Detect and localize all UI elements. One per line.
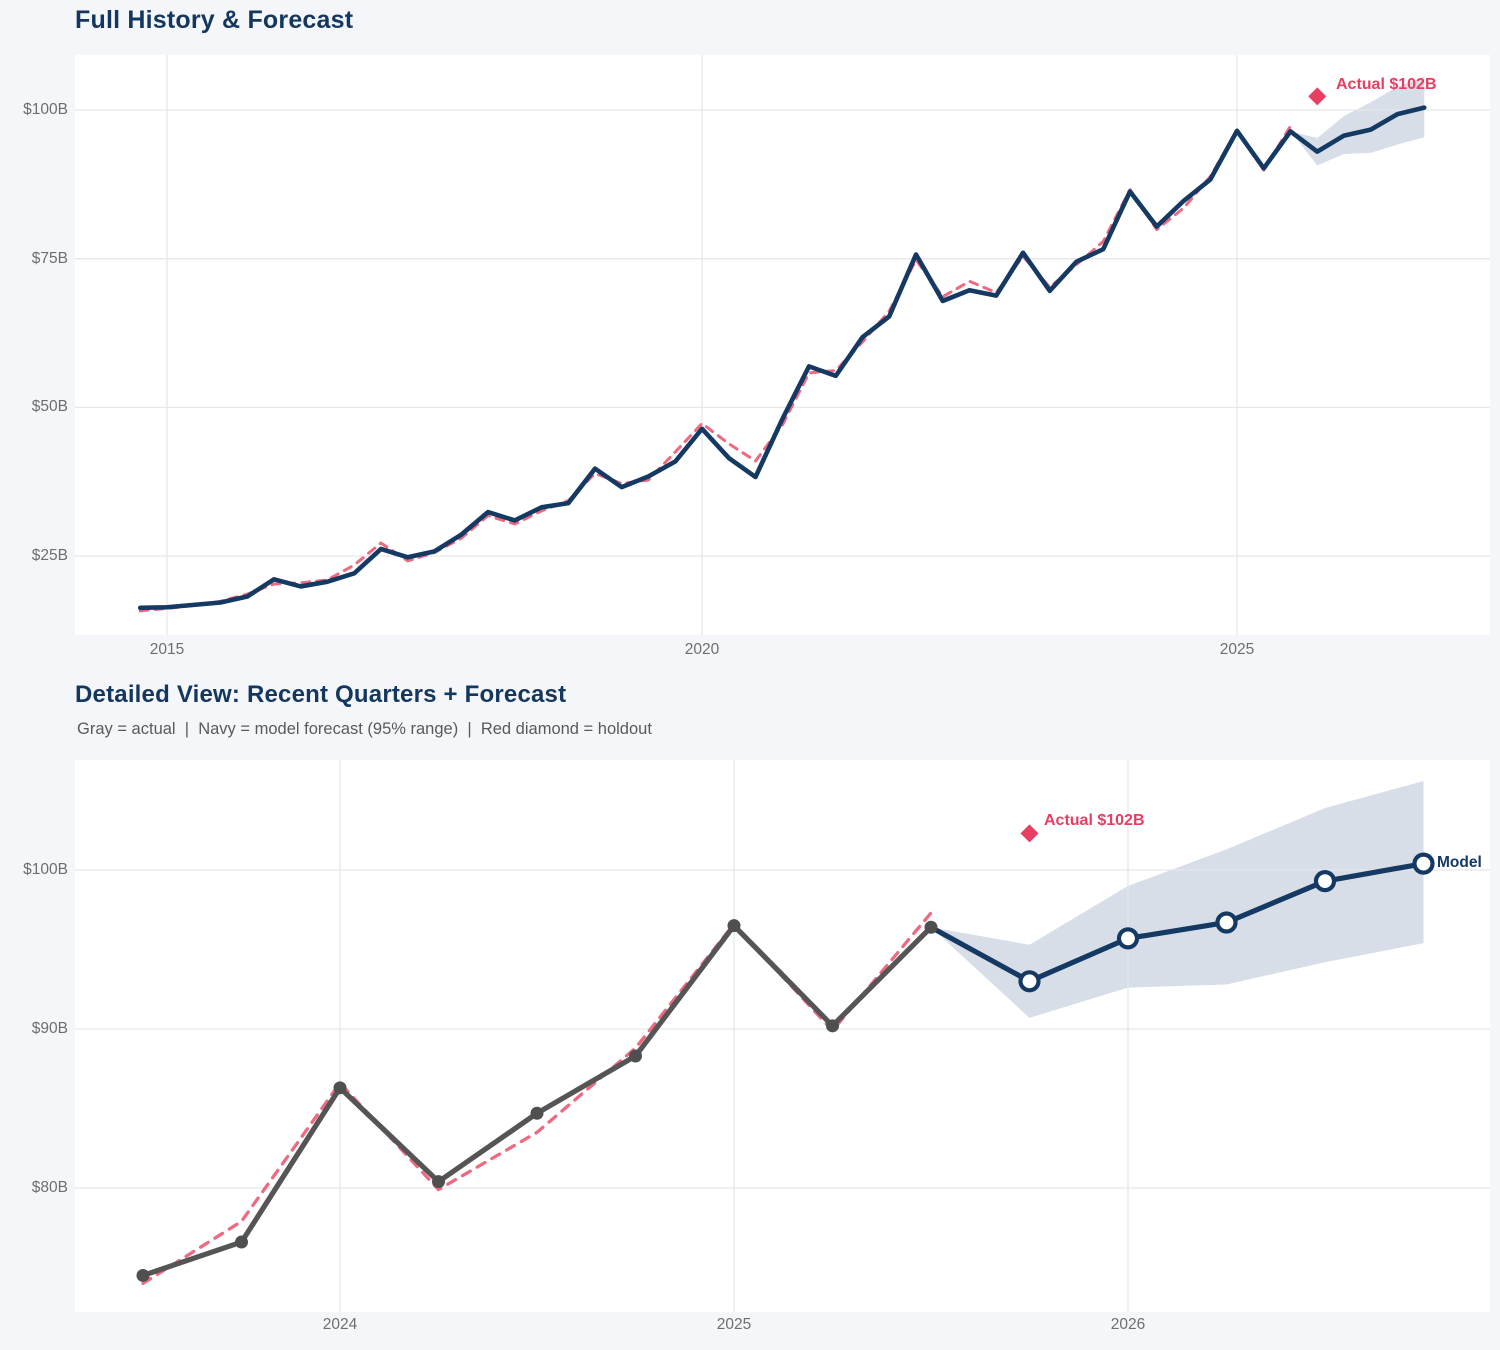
x-tick-label: 2025 — [1219, 641, 1255, 658]
forecast-point-marker — [1412, 852, 1435, 875]
holdout-diamond-icon — [1308, 87, 1327, 106]
full-history-chart-canvas — [75, 55, 1490, 635]
actual-point-marker — [333, 1081, 347, 1095]
forecast-point-marker — [1018, 970, 1041, 993]
model-fit-line — [141, 911, 933, 1286]
actual-point-marker — [826, 1019, 839, 1033]
holdout-diamond-icon — [1020, 824, 1039, 843]
y-tick-label: $75B — [31, 249, 68, 267]
x-tick-label: 2025 — [716, 1316, 752, 1333]
actual-line — [140, 923, 934, 1279]
y-tick-label: $100B — [23, 861, 68, 878]
y-tick-label: $100B — [23, 101, 68, 118]
holdout-annotation-label-detail: Actual $102B — [1044, 812, 1145, 829]
forecast-confidence-band — [1290, 76, 1425, 166]
forecast-point-marker — [1116, 927, 1140, 950]
forecast-line — [1288, 105, 1427, 154]
x-tick-label: 2020 — [684, 641, 720, 658]
model-fit-line — [138, 124, 1292, 613]
actual-point-marker — [924, 920, 938, 934]
x-tick-label: 2015 — [149, 641, 185, 658]
actual-point-marker — [530, 1106, 544, 1120]
forecast-point-marker — [1313, 870, 1337, 893]
x-tick-label: 2024 — [322, 1316, 358, 1333]
y-tick-label: $25B — [31, 547, 68, 565]
actual-point-marker — [235, 1235, 248, 1249]
detailed-view-chart-subtitle: Gray = actual | Navy = model forecast (9… — [77, 720, 652, 738]
actual-point-marker — [629, 1049, 642, 1063]
model-forecast-line-label: Model — [1437, 854, 1482, 871]
full-history-chart-title: Full History & Forecast — [75, 6, 354, 34]
forecast-confidence-band — [931, 780, 1424, 1018]
holdout-annotation-label-top: Actual $102B — [1336, 76, 1437, 93]
actual-point-marker — [727, 919, 741, 933]
forecast-point-marker — [1215, 911, 1238, 934]
y-tick-label: $80B — [31, 1179, 68, 1196]
y-tick-label: $50B — [31, 398, 68, 416]
y-tick-label: $90B — [31, 1020, 68, 1037]
detailed-view-chart-canvas — [75, 760, 1490, 1312]
actual-point-marker — [432, 1175, 445, 1189]
x-tick-label: 2026 — [1110, 1316, 1146, 1333]
actual-point-marker — [136, 1268, 150, 1282]
detailed-view-chart-title: Detailed View: Recent Quarters + Forecas… — [75, 681, 567, 708]
forecast-line — [928, 861, 1427, 984]
actual-line — [137, 128, 1293, 611]
